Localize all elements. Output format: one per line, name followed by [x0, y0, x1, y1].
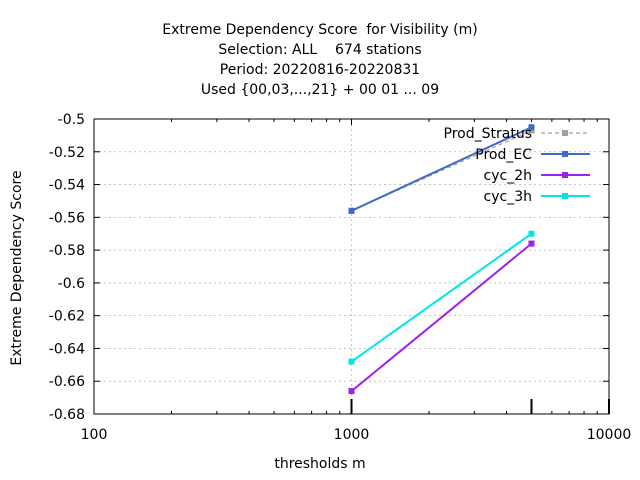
- data-point: [348, 358, 355, 365]
- title-line-2: Selection: ALL 674 stations: [218, 42, 422, 58]
- legend-label: cyc_2h: [484, 168, 532, 184]
- legend-label: Prod_Stratus: [444, 126, 532, 142]
- legend-marker: [562, 172, 568, 178]
- y-tick-label: -0.54: [49, 178, 85, 194]
- y-tick-label: -0.52: [49, 145, 85, 161]
- series-line: [351, 126, 532, 212]
- series-line: [350, 232, 533, 363]
- legend-marker: [562, 193, 568, 199]
- x-tick-label: 10000: [587, 427, 632, 443]
- y-tick-label: -0.58: [49, 243, 85, 259]
- title-line-4: Used {00,03,...,21} + 00 01 ... 09: [200, 82, 440, 98]
- legend-marker: [562, 130, 568, 136]
- data-point: [528, 124, 535, 131]
- data-point: [528, 127, 535, 134]
- x-tick-label: 1000: [334, 427, 370, 443]
- data-point: [348, 388, 355, 395]
- data-point: [528, 240, 535, 247]
- y-tick-label: -0.62: [49, 309, 85, 325]
- legend-label: cyc_3h: [484, 189, 532, 205]
- y-tick-label: -0.68: [49, 407, 85, 423]
- title-line-1: Extreme Dependency Score for Visibility …: [162, 22, 478, 38]
- y-tick-label: -0.66: [49, 374, 85, 390]
- legend-marker: [562, 151, 568, 157]
- y-tick-label: -0.56: [49, 210, 85, 226]
- y-tick-label: -0.64: [49, 341, 85, 357]
- legend-label: Prod_EC: [475, 147, 532, 163]
- title-line-3: Period: 20220816-20220831: [219, 62, 421, 78]
- x-tick-label: 100: [81, 427, 108, 443]
- data-point: [528, 230, 535, 237]
- x-axis-label: thresholds m: [274, 456, 366, 472]
- series-line: [351, 129, 532, 212]
- y-tick-label: -0.6: [58, 276, 85, 292]
- y-tick-label: -0.5: [58, 112, 85, 128]
- series-line: [350, 242, 533, 392]
- data-point: [348, 207, 355, 214]
